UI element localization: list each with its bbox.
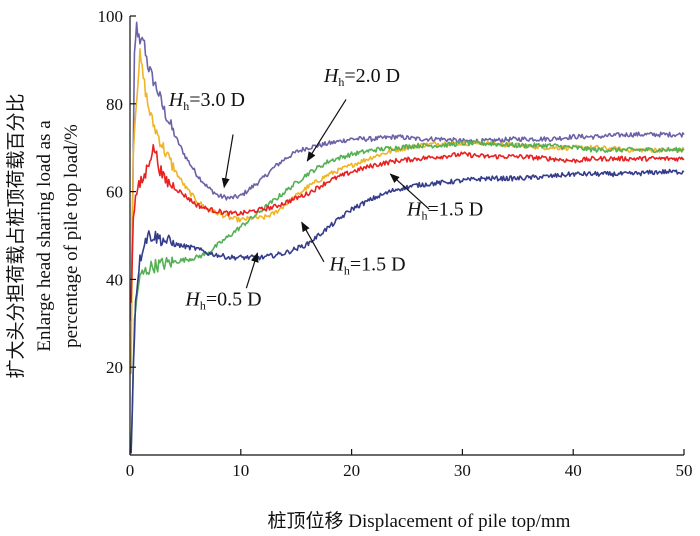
y-axis-title: 扩大头分担荷载占桩顶荷载百分比 Enlarge head sharing loa… xyxy=(5,93,82,378)
x-tick-label: 20 xyxy=(343,461,360,480)
annotation-arrow-hh-1-5-green xyxy=(301,221,325,263)
y-axis-title-line-en-1: Enlarge head sharing load as a xyxy=(34,120,55,352)
x-tick-label: 50 xyxy=(676,461,693,480)
y-axis-title-line-cn: 扩大头分担荷载占桩顶荷载百分比 xyxy=(5,93,27,378)
y-tick-label: 80 xyxy=(106,95,123,114)
x-tick-label: 0 xyxy=(126,461,135,480)
y-tick-label: 100 xyxy=(98,7,124,26)
annotation-label-hh-2-0: Hh=2.0 D xyxy=(323,65,400,89)
annotation-label-hh-1-5-red: Hh=1.5 D xyxy=(406,199,483,223)
series-line-2 xyxy=(130,140,685,450)
series-line-3 xyxy=(130,143,685,303)
annotation-arrow-hh-0-5 xyxy=(245,252,259,289)
y-tick-label: 60 xyxy=(106,183,123,202)
x-tick-label: 30 xyxy=(454,461,471,480)
series-layer xyxy=(130,21,685,454)
annotation-label-hh-3-0: Hh=3.0 D xyxy=(168,89,245,113)
annotation-label-hh-0-5: Hh=0.5 D xyxy=(184,289,261,313)
y-axis-title-line-en-2: percentage of pile top load/% xyxy=(61,124,82,348)
ticks-layer: 0 10 20 30 40 50 20 40 60 80 100 xyxy=(98,7,693,480)
series-line-4 xyxy=(130,168,685,454)
annotation-arrow-hh-3-0 xyxy=(221,134,234,189)
x-axis-title: 桩顶位移 Displacement of pile top/mm xyxy=(268,510,571,532)
y-tick-label: 40 xyxy=(106,270,123,289)
axes-layer xyxy=(129,16,684,456)
annotation-label-hh-1-5-green: Hh=1.5 D xyxy=(328,254,405,278)
annotation-arrow-hh-2-0 xyxy=(306,99,347,162)
x-tick-label: 40 xyxy=(565,461,582,480)
series-line-0 xyxy=(130,21,685,322)
x-tick-label: 10 xyxy=(232,461,249,480)
annotation-layer: Hh=3.0 D Hh=2.0 D Hh=1.5 D Hh=1.5 D Hh=0.5 D xyxy=(168,65,483,313)
annotation-arrow-hh-1-5-red xyxy=(389,173,430,210)
y-tick-label: 20 xyxy=(106,358,123,377)
